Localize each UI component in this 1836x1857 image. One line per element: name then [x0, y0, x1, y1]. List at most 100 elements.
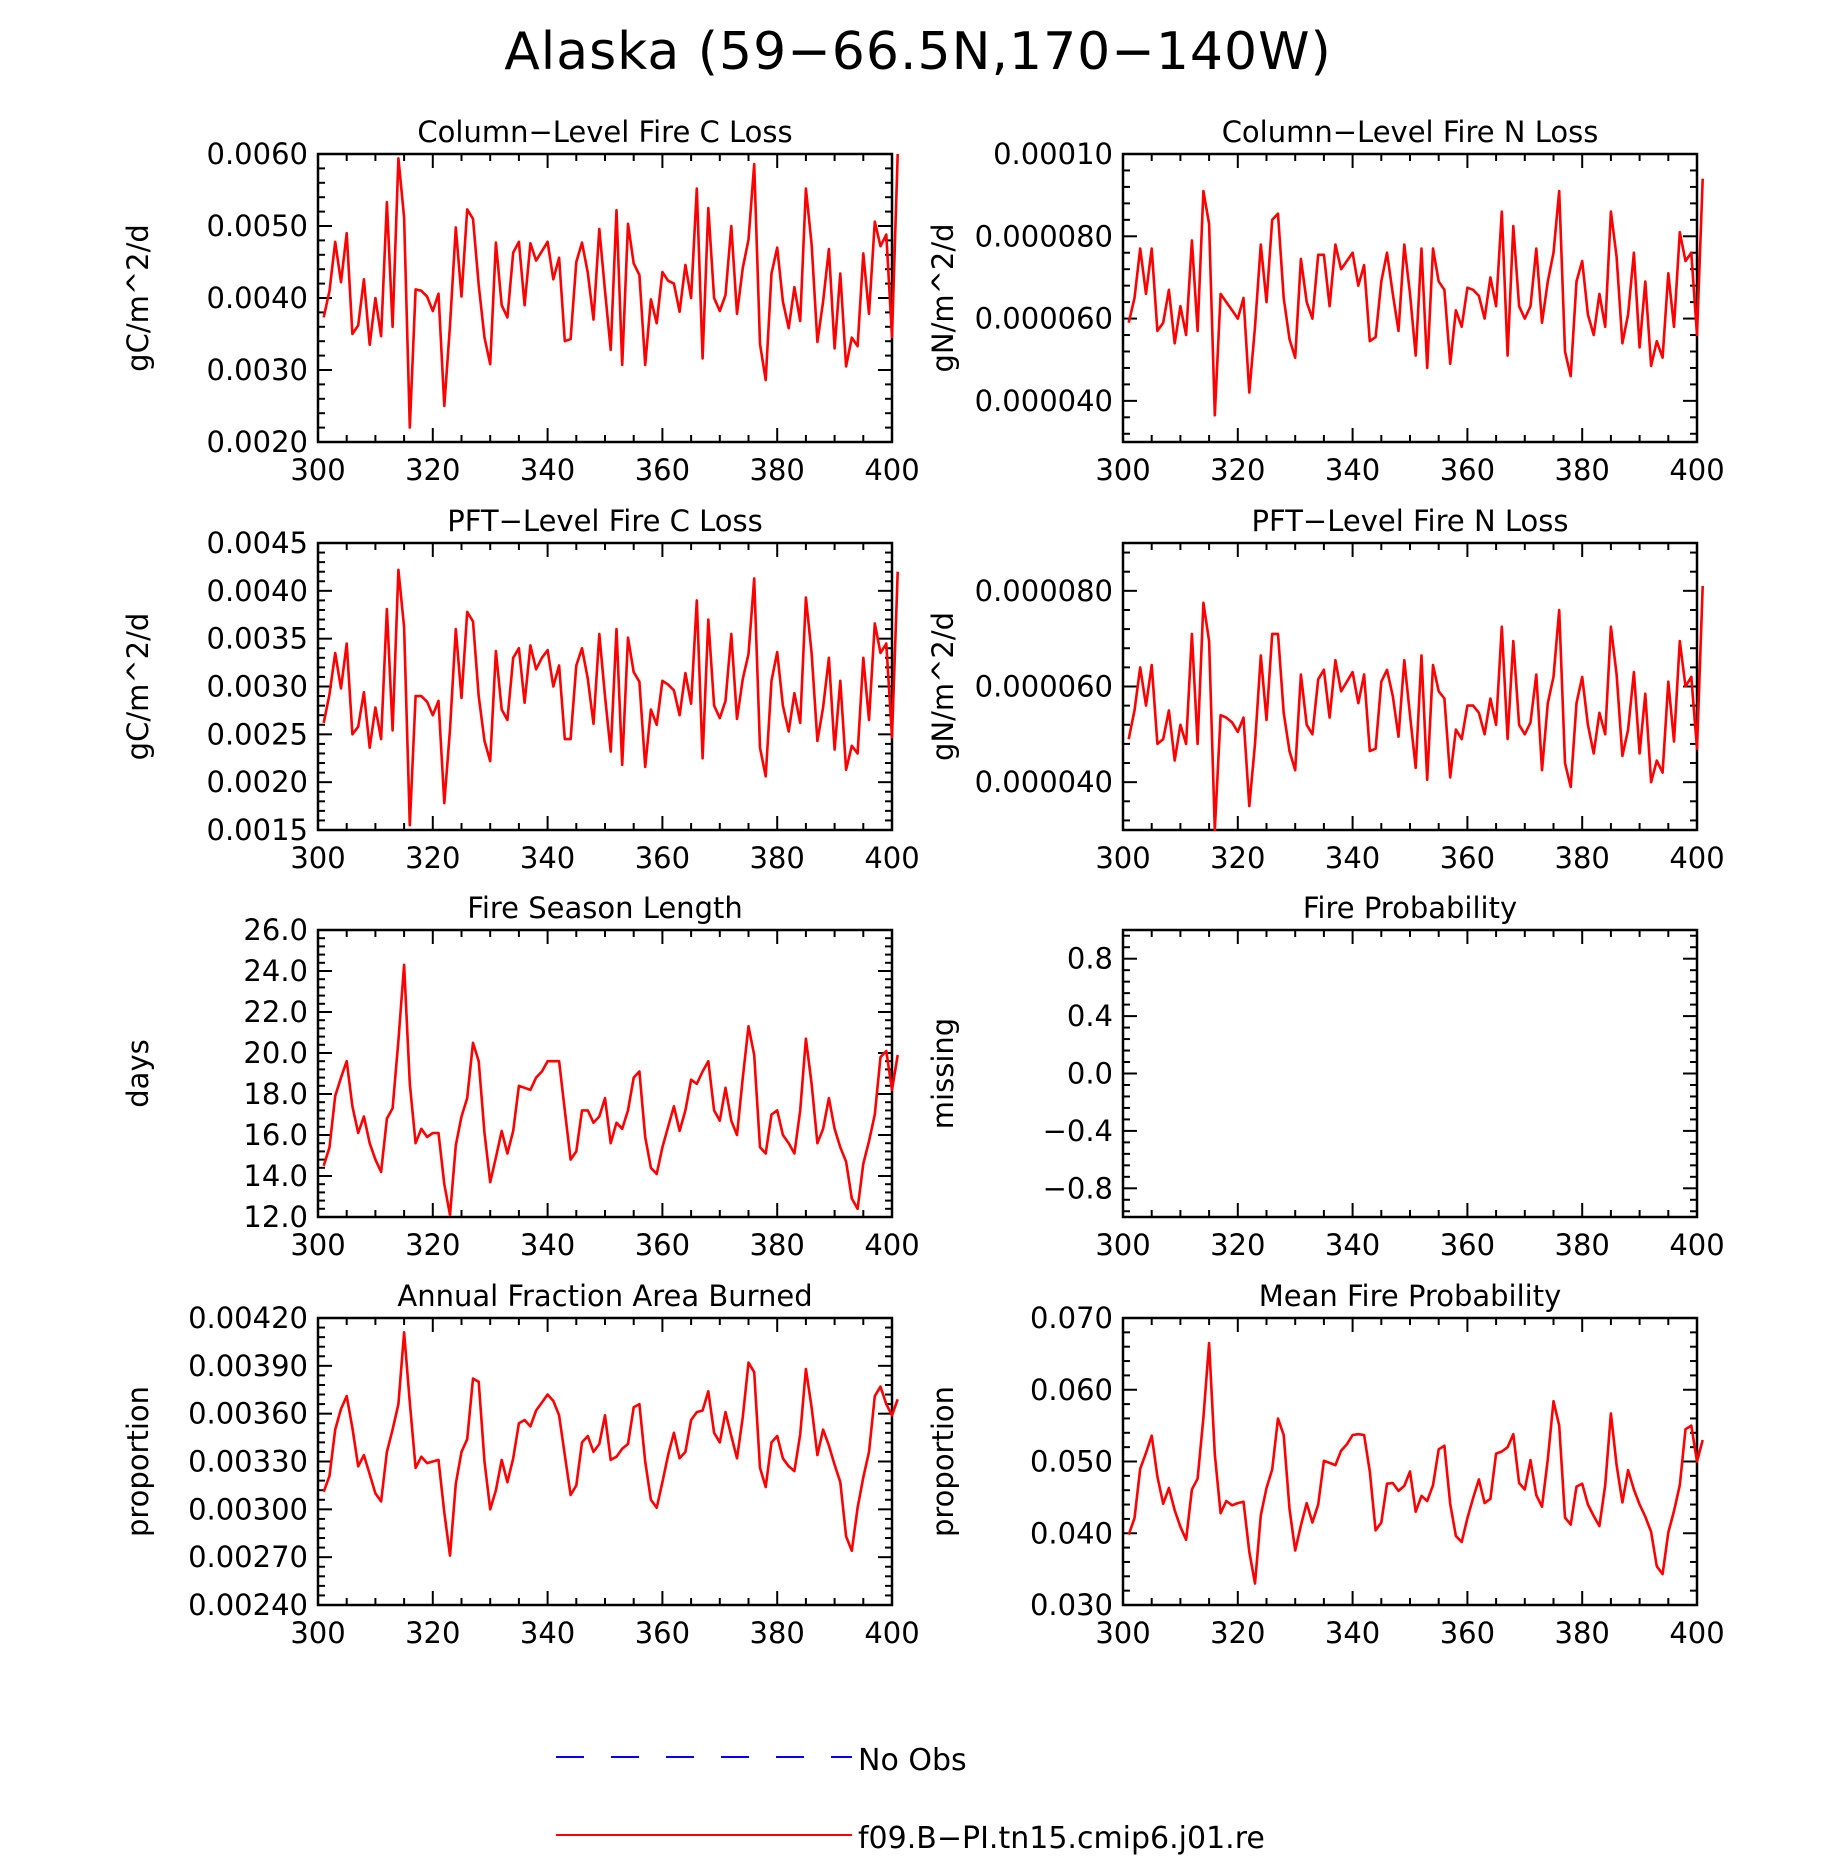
column-fire-c-loss-ytick-label: 0.0040 [207, 281, 308, 315]
figure-title: Alaska (59−66.5N,170−140W) [504, 22, 1332, 82]
mean-fire-probability-series-line [1127, 1341, 1704, 1585]
column-fire-c-loss-xtick-label: 400 [864, 453, 919, 487]
fire-season-length-series-line [322, 963, 899, 1217]
mean-fire-probability-panel: Mean Fire Probability 300 320 340 360 380 400 0… [926, 1279, 1725, 1650]
pft-fire-n-loss-xtick-label: 380 [1555, 841, 1610, 875]
pft-fire-n-loss-ytick-label: 0.000080 [975, 574, 1113, 608]
pft-fire-c-loss-ytick-label: 0.0040 [207, 574, 308, 608]
annual-fraction-area-burned-ytick-label: 0.00330 [188, 1445, 308, 1479]
column-fire-n-loss-ylabel: gN/m^2/d [926, 223, 960, 372]
annual-fraction-area-burned-ylabel: proportion [121, 1386, 155, 1537]
fire-season-length-ytick-label: 26.0 [243, 913, 308, 947]
pft-fire-n-loss-xtick-label: 320 [1210, 841, 1265, 875]
mean-fire-probability-xtick-label: 340 [1325, 1616, 1380, 1650]
pft-fire-c-loss-ytick-label: 0.0030 [207, 670, 308, 704]
annual-fraction-area-burned-frame [316, 1316, 894, 1607]
column-fire-c-loss-xtick-label: 360 [635, 453, 690, 487]
annual-fraction-area-burned-xtick-label: 380 [750, 1616, 805, 1650]
column-fire-n-loss-xtick-label: 300 [1095, 453, 1150, 487]
fire-probability-xtick-label: 320 [1210, 1228, 1265, 1262]
column-fire-n-loss-ytick-label: 0.000080 [975, 219, 1113, 253]
pft-fire-c-loss-xtick-label: 320 [405, 841, 460, 875]
pft-fire-c-loss-ytick-label: 0.0020 [207, 765, 308, 799]
pft-fire-c-loss-ytick-label: 0.0015 [207, 813, 308, 847]
annual-fraction-area-burned-xtick-label: 300 [290, 1616, 345, 1650]
pft-fire-n-loss-xtick-label: 360 [1440, 841, 1495, 875]
mean-fire-probability-xtick-label: 360 [1440, 1616, 1495, 1650]
fire-season-length-xtick-label: 300 [290, 1228, 345, 1262]
mean-fire-probability-xtick-label: 380 [1555, 1616, 1610, 1650]
fire-season-length-title: Fire Season Length [467, 891, 742, 925]
fire-probability-xtick-label: 400 [1669, 1228, 1724, 1262]
fire-probability-panel: Fire Probability 300 320 340 360 380 400 −0.8 −0… [926, 891, 1725, 1262]
column-fire-c-loss-panel: Column−Level Fire C Loss 300 320 340 360 380 4… [121, 115, 920, 487]
fire-probability-ytick-label: 0.0 [1067, 1057, 1113, 1091]
pft-fire-n-loss-frame [1121, 541, 1699, 832]
fire-season-length-ytick-label: 24.0 [243, 954, 308, 988]
pft-fire-c-loss-title: PFT−Level Fire C Loss [447, 504, 763, 538]
mean-fire-probability-ytick-label: 0.070 [1030, 1301, 1113, 1335]
column-fire-c-loss-xtick-label: 300 [290, 453, 345, 487]
mean-fire-probability-ylabel: proportion [926, 1386, 960, 1537]
fire-season-length-xtick-label: 380 [750, 1228, 805, 1262]
column-fire-c-loss-series-line [322, 153, 899, 429]
annual-fraction-area-burned-ytick-label: 0.00390 [188, 1349, 308, 1383]
column-fire-n-loss-xtick-label: 360 [1440, 453, 1495, 487]
legend-model-label: f09.B−PI.tn15.cmip6.j01.re [858, 1821, 1265, 1856]
column-fire-n-loss-ytick-label: 0.00010 [993, 137, 1113, 171]
fire-season-length-xtick-label: 340 [520, 1228, 575, 1262]
annual-fraction-area-burned-title: Annual Fraction Area Burned [397, 1279, 812, 1313]
column-fire-n-loss-series-line [1127, 178, 1704, 417]
mean-fire-probability-ytick-label: 0.060 [1030, 1373, 1113, 1407]
annual-fraction-area-burned-ytick-label: 0.00240 [188, 1588, 308, 1622]
fire-season-length-ytick-label: 22.0 [243, 995, 308, 1029]
pft-fire-c-loss-xtick-label: 400 [864, 841, 919, 875]
fire-probability-title: Fire Probability [1303, 891, 1517, 925]
panels-group: Column−Level Fire C Loss 300 320 340 360 380 4… [121, 115, 1725, 1650]
pft-fire-c-loss-xtick-label: 380 [750, 841, 805, 875]
annual-fraction-area-burned-ytick-label: 0.00270 [188, 1540, 308, 1574]
fire-season-length-ytick-label: 16.0 [243, 1118, 308, 1152]
fire-season-length-ytick-label: 12.0 [243, 1200, 308, 1234]
fire-season-length-ytick-label: 20.0 [243, 1036, 308, 1070]
fire-probability-ytick-label: 0.8 [1067, 942, 1113, 976]
column-fire-c-loss-title: Column−Level Fire C Loss [417, 115, 792, 149]
fire-season-length-xtick-label: 400 [864, 1228, 919, 1262]
fire-probability-xtick-label: 340 [1325, 1228, 1380, 1262]
column-fire-n-loss-xtick-label: 340 [1325, 453, 1380, 487]
mean-fire-probability-ytick-label: 0.030 [1030, 1588, 1113, 1622]
fire-probability-xtick-label: 300 [1095, 1228, 1150, 1262]
legend-obs-label: No Obs [858, 1743, 967, 1778]
column-fire-c-loss-ytick-label: 0.0020 [207, 425, 308, 459]
column-fire-n-loss-xtick-label: 380 [1555, 453, 1610, 487]
pft-fire-c-loss-ytick-label: 0.0045 [207, 526, 308, 560]
annual-fraction-area-burned-xtick-label: 320 [405, 1616, 460, 1650]
mean-fire-probability-xtick-label: 400 [1669, 1616, 1724, 1650]
annual-fraction-area-burned-ytick-label: 0.00300 [188, 1492, 308, 1526]
column-fire-n-loss-ytick-label: 0.000060 [975, 302, 1113, 336]
fire-season-length-ytick-label: 14.0 [243, 1159, 308, 1193]
pft-fire-c-loss-ytick-label: 0.0025 [207, 717, 308, 751]
pft-fire-n-loss-xtick-label: 300 [1095, 841, 1150, 875]
pft-fire-c-loss-xtick-label: 300 [290, 841, 345, 875]
column-fire-c-loss-ytick-label: 0.0030 [207, 353, 308, 387]
column-fire-c-loss-xtick-label: 380 [750, 453, 805, 487]
column-fire-n-loss-xtick-label: 320 [1210, 453, 1265, 487]
fire-season-length-panel: Fire Season Length 300 320 340 360 380 400 12.0… [121, 891, 920, 1262]
column-fire-n-loss-panel: Column−Level Fire N Loss 300 320 340 360 380 4… [926, 115, 1725, 487]
mean-fire-probability-xtick-label: 300 [1095, 1616, 1150, 1650]
pft-fire-c-loss-series-line [322, 568, 899, 827]
pft-fire-c-loss-xtick-label: 360 [635, 841, 690, 875]
pft-fire-n-loss-ytick-label: 0.000040 [975, 765, 1113, 799]
fire-probability-ytick-label: −0.4 [1043, 1114, 1113, 1148]
pft-fire-n-loss-ylabel: gN/m^2/d [926, 612, 960, 761]
fire-season-length-xtick-label: 360 [635, 1228, 690, 1262]
column-fire-c-loss-ylabel: gC/m^2/d [121, 224, 155, 372]
pft-fire-n-loss-xtick-label: 400 [1669, 841, 1724, 875]
fire-season-length-ylabel: days [121, 1039, 155, 1107]
fire-season-length-xtick-label: 320 [405, 1228, 460, 1262]
fire-probability-xtick-label: 380 [1555, 1228, 1610, 1262]
pft-fire-n-loss-xtick-label: 340 [1325, 841, 1380, 875]
mean-fire-probability-ytick-label: 0.040 [1030, 1516, 1113, 1550]
